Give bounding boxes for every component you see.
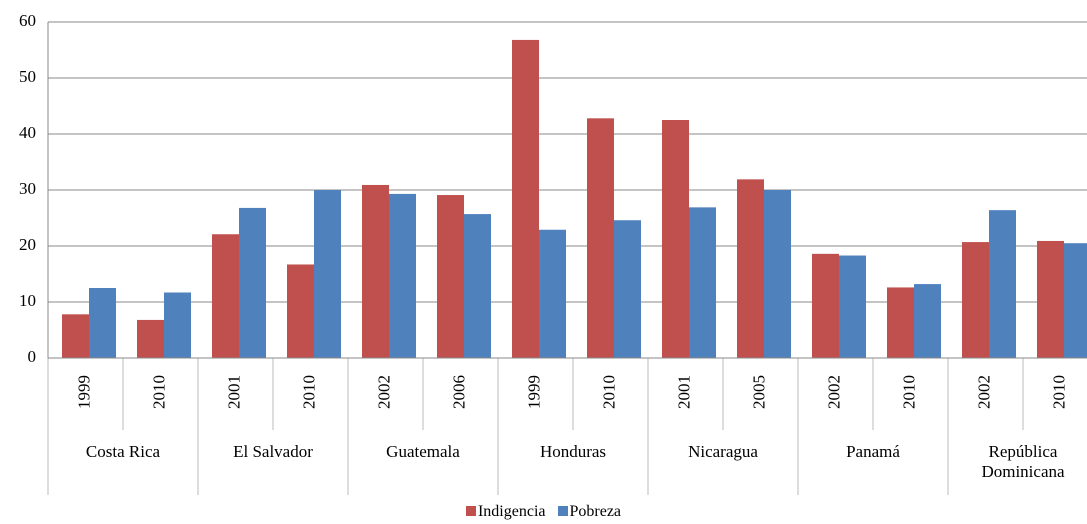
bar: [137, 319, 164, 358]
bar: [239, 207, 266, 358]
bar: [887, 287, 914, 358]
bar: [689, 207, 716, 358]
bar: [737, 179, 764, 358]
group-label: El Salvador: [233, 442, 313, 461]
x-tick-label: 2005: [749, 375, 768, 409]
y-tick-label: 40: [19, 123, 36, 142]
bar: [1037, 240, 1064, 358]
legend-swatch: [557, 506, 568, 516]
x-tick-label: 2010: [1049, 375, 1068, 409]
y-tick-label: 30: [19, 179, 36, 198]
bar: [89, 288, 116, 358]
bar: [962, 242, 989, 358]
group-label: Panamá: [846, 442, 900, 461]
legend-swatch: [465, 506, 476, 516]
bar: [614, 220, 641, 358]
x-tick-label: 2010: [599, 375, 618, 409]
y-tick-label: 20: [19, 235, 36, 254]
bar: [539, 229, 566, 358]
bar: [512, 39, 539, 359]
x-tick-label: 2006: [449, 375, 468, 409]
group-label: Guatemala: [386, 442, 460, 461]
x-tick-label: 2002: [374, 375, 393, 409]
bar: [314, 190, 341, 358]
bar: [287, 264, 314, 358]
bar: [839, 255, 866, 358]
legend-label: Pobreza: [569, 503, 622, 520]
bar: [62, 314, 89, 358]
y-tick-label: 60: [19, 11, 36, 30]
legend-label: Indigencia: [477, 503, 546, 520]
legend-item: Pobreza: [557, 503, 622, 521]
x-tick-label: 2002: [974, 375, 993, 409]
x-tick-label: 1999: [74, 375, 93, 409]
y-tick-label: 10: [19, 291, 36, 310]
bar: [437, 195, 464, 358]
group-label: República Dominicana: [981, 442, 1065, 481]
x-tick-label: 2001: [224, 375, 243, 409]
x-tick-label: 1999: [524, 375, 543, 409]
bar: [389, 193, 416, 358]
bar: [164, 292, 191, 358]
x-tick-label: 2002: [824, 375, 843, 409]
group-label: Nicaragua: [688, 442, 758, 461]
bar: [989, 210, 1016, 358]
bar: [764, 190, 791, 358]
bar: [464, 214, 491, 358]
bar: [1064, 243, 1087, 358]
x-tick-label: 2010: [149, 375, 168, 409]
legend-item: Indigencia: [465, 503, 546, 521]
x-tick-label: 2001: [674, 375, 693, 409]
bar: [362, 184, 389, 358]
group-label: Honduras: [539, 442, 607, 461]
legend: Indigencia Pobreza: [0, 503, 1087, 521]
bar: [662, 120, 689, 358]
group-label: Costa Rica: [85, 442, 161, 461]
x-tick-label: 2010: [899, 375, 918, 409]
x-tick-label: 2010: [299, 375, 318, 409]
bar: [812, 253, 839, 358]
y-tick-label: 0: [28, 347, 37, 366]
bar: [587, 118, 614, 358]
bar: [212, 234, 239, 358]
y-tick-label: 50: [19, 67, 36, 86]
bar: [914, 284, 941, 358]
